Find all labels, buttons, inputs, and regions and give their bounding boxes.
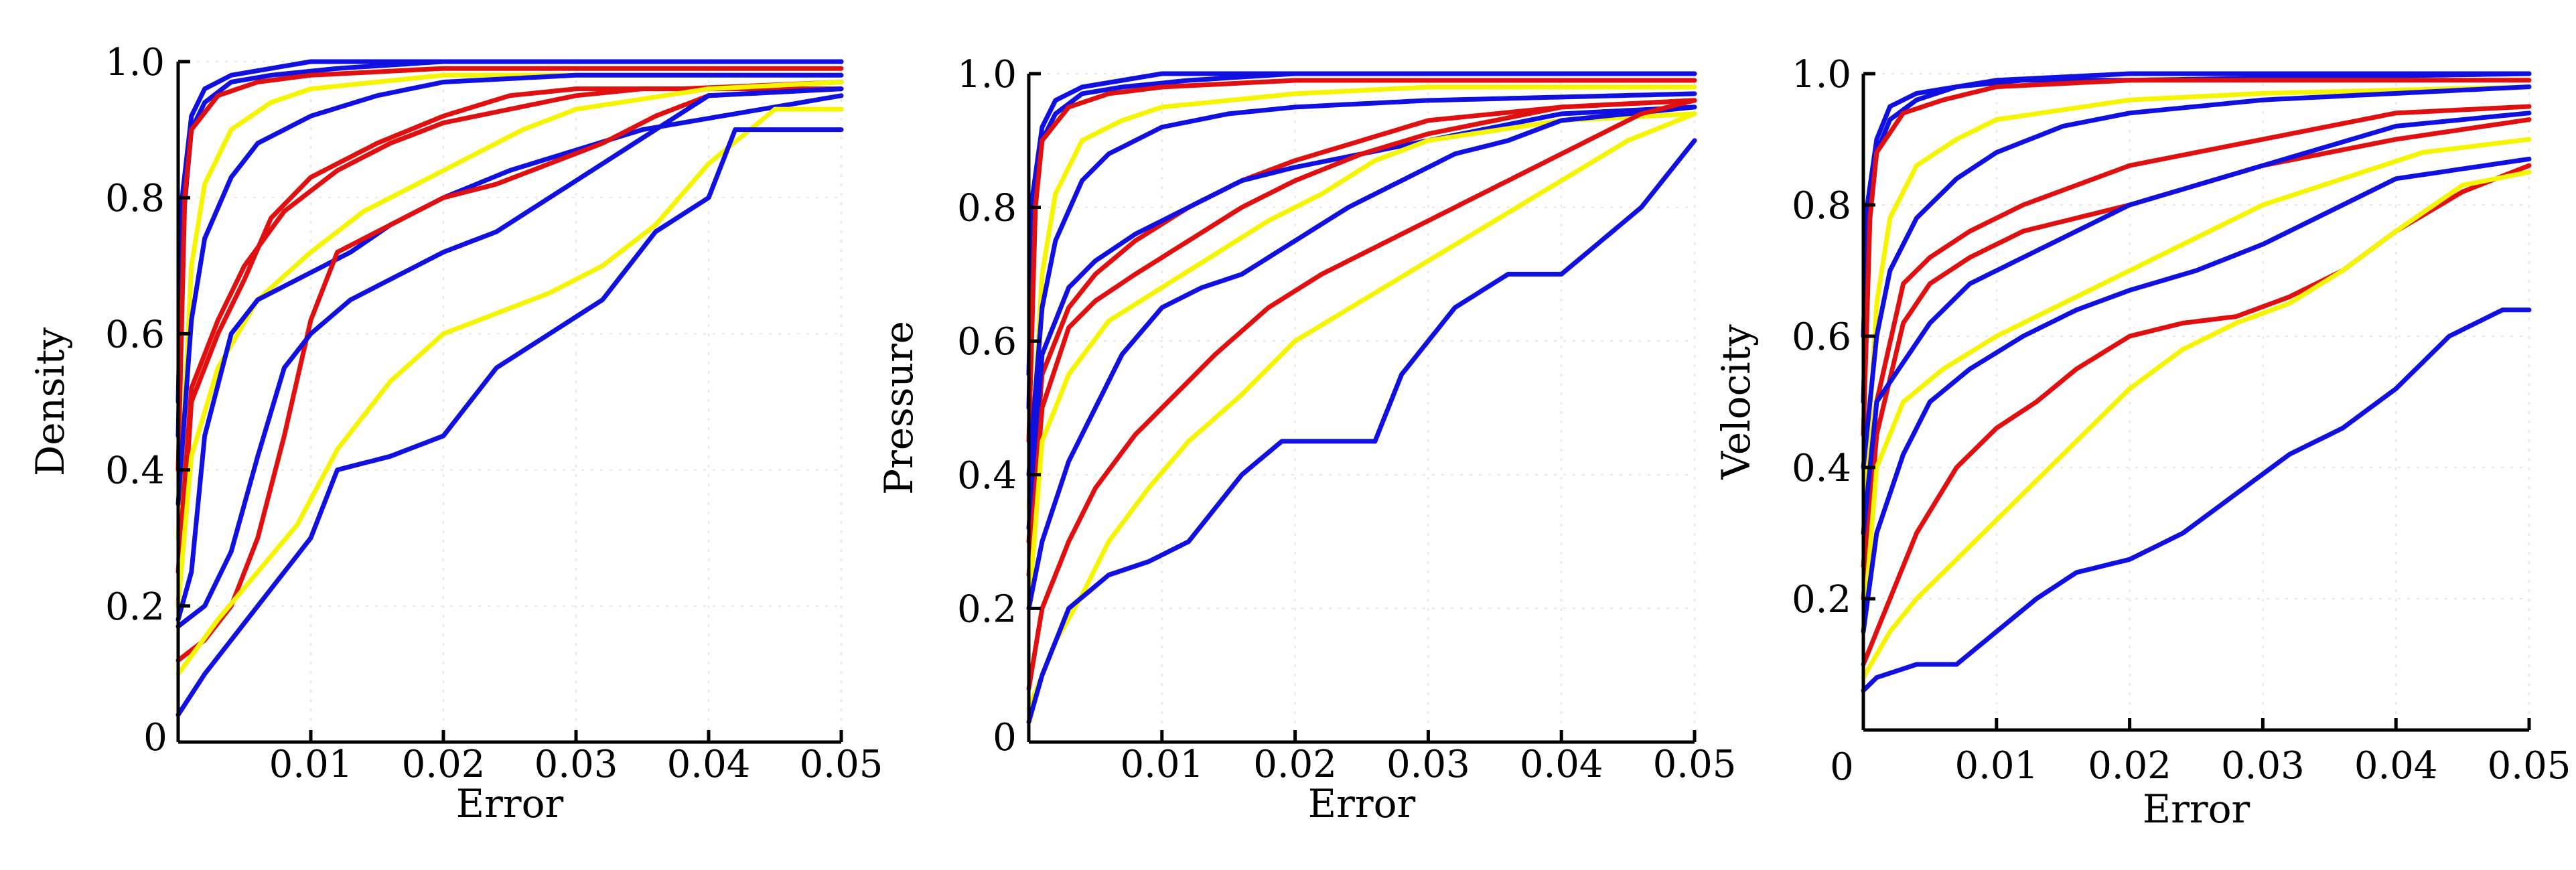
y-tick-label: 0.8 (957, 187, 1017, 230)
x-tick-label: 0.02 (2088, 744, 2171, 788)
series-line-2 (1026, 71, 1697, 411)
x-tick-label: 0.05 (800, 743, 883, 786)
series-line-6 (175, 80, 844, 609)
y-tick-label: 0.4 (1792, 447, 1851, 490)
y-tick-label: 0.6 (1792, 315, 1851, 359)
series-line-4 (1861, 84, 2532, 536)
series-line-2 (175, 59, 844, 439)
series-line-6 (1861, 104, 2532, 569)
series-line-5 (1026, 91, 1697, 478)
y-tick-label: 0.2 (957, 587, 1017, 631)
x-axis-title: Error (456, 781, 564, 826)
x-tick-label: 0.04 (1520, 743, 1603, 786)
y-tick-label: 0.6 (105, 313, 165, 356)
x-tick-label: 0.05 (1653, 743, 1737, 786)
y-tick-label: 0.2 (105, 585, 165, 629)
y-tick-label: 0.4 (957, 454, 1017, 498)
x-tick-label: 0.02 (402, 743, 486, 786)
series-line-9 (175, 93, 844, 622)
series-line-3 (1026, 78, 1697, 444)
y-axis-title: Density (27, 327, 73, 476)
series-line-9 (1026, 111, 1697, 611)
x-tick-label: 0.01 (1120, 743, 1204, 786)
series-line-11 (1026, 98, 1697, 691)
series-line-8 (1026, 98, 1697, 577)
series-line-10 (1026, 104, 1697, 611)
x-tick-label: 0.04 (2354, 744, 2438, 788)
series-line-5 (1861, 84, 2532, 470)
series-line-13 (1861, 307, 2532, 693)
series-line-8 (1861, 111, 2532, 536)
y-tick-label: 0.6 (957, 320, 1017, 364)
series-line-8 (175, 80, 844, 609)
y-tick-label: 0.4 (105, 449, 165, 493)
y-tick-label: 1.0 (957, 53, 1017, 96)
y-axis-title: Pressure (876, 321, 922, 495)
y-tick-label: 1.0 (105, 41, 165, 84)
series-line-10 (1861, 156, 2532, 634)
series-line-3 (1861, 78, 2532, 437)
series-line-11 (1861, 163, 2532, 667)
x-tick-label: 0.03 (534, 743, 618, 786)
y-tick-label: 0.2 (1792, 578, 1851, 622)
x-axis-title: Error (2143, 786, 2250, 832)
x-tick-label: 0.03 (2221, 744, 2305, 788)
y-axis-title: Velocity (1713, 324, 1759, 480)
series-line-5 (175, 72, 844, 506)
x-axis-title: Error (1308, 781, 1416, 826)
x-tick-label: 0.04 (667, 743, 751, 786)
series-line-7 (175, 86, 844, 575)
series-line-13 (175, 127, 844, 717)
series-line-13 (1026, 138, 1697, 725)
series-line-3 (175, 66, 844, 473)
series-line-11 (175, 86, 844, 629)
y-tick-label: 0 (143, 716, 167, 759)
series-line-12 (1861, 169, 2532, 680)
x-tick-label: 0.02 (1253, 743, 1337, 786)
y-tick-label: 0 (993, 716, 1017, 759)
series-line-4 (1026, 84, 1697, 511)
series-line-10 (175, 86, 844, 663)
y-tick-label: 0.8 (1792, 184, 1851, 228)
series-line-12 (1026, 111, 1697, 711)
x-tick-label: 0.01 (1954, 744, 2038, 788)
x-tick-label: 0.05 (2488, 744, 2571, 788)
y-tick-label: 1.0 (1792, 53, 1851, 96)
y-tick-label: 0 (1830, 745, 1854, 789)
x-tick-label: 0.01 (269, 743, 353, 786)
x-tick-label: 0.03 (1386, 743, 1470, 786)
series-line-9 (1861, 137, 2532, 634)
y-tick-label: 0.8 (105, 177, 165, 220)
